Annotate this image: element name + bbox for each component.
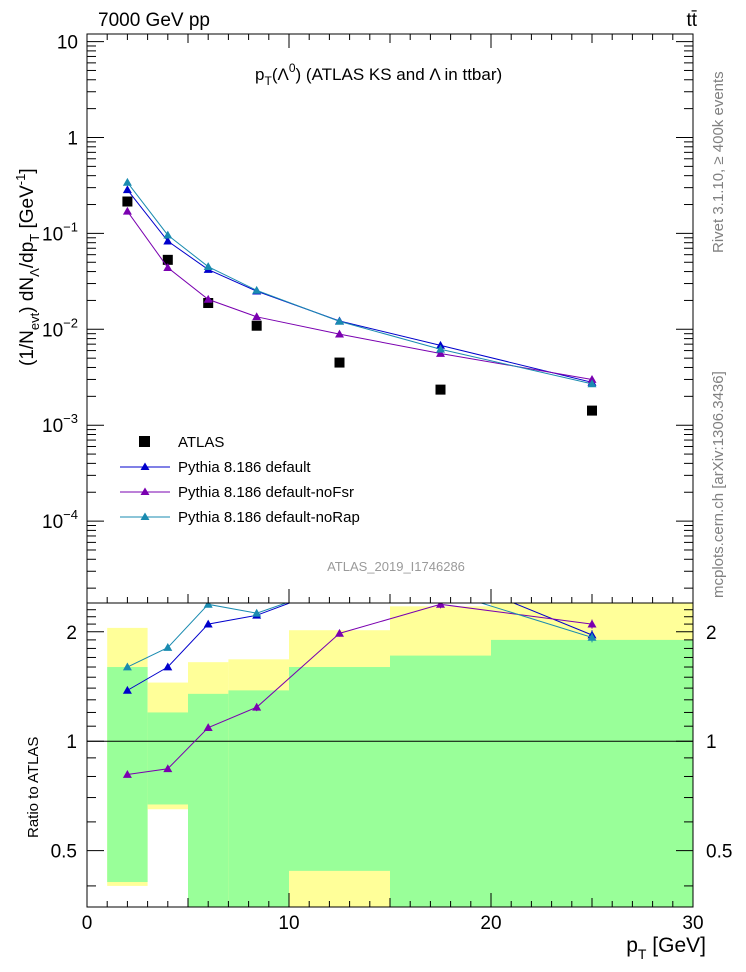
rivet-version-label: Rivet 3.1.10, ≥ 400k events (710, 71, 727, 253)
data-point-atlas-5 (435, 384, 446, 395)
data-point-atlas-0 (122, 196, 133, 207)
mc-point-noRap-4 (335, 316, 344, 325)
mc-point-noFsr-6 (587, 374, 597, 383)
ratio-point-noFsr-4 (335, 628, 344, 637)
main-y-tick-label: 10−3 (42, 411, 78, 437)
ratio-y-tick-label: 1 (66, 732, 77, 753)
ratio-point-noRap-2 (203, 603, 213, 608)
legend-marker-atlas (139, 436, 150, 447)
main-y-tick-label: 10−1 (42, 219, 78, 245)
mc-point-noRap-1 (163, 230, 173, 239)
ratio-uncertainty-bands (87, 603, 693, 907)
legend-label-default: Pythia 8.186 default (178, 459, 311, 476)
ratio-band-inner-5 (390, 655, 491, 907)
ratio-point-default-0 (122, 685, 132, 694)
mc-line-default (127, 189, 593, 383)
ratio-band-inner-4 (289, 667, 390, 871)
mc-point-noRap-0 (122, 177, 132, 186)
legend-label-atlas: ATLAS (178, 434, 224, 451)
main-y-axis-label: (1/Nevt) dNΛ/dpT [GeV-1] (13, 168, 42, 366)
analysis-watermark: ATLAS_2019_I1746286 (327, 559, 465, 574)
ratio-band-inner-3 (228, 690, 289, 907)
ratio-point-noFsr-3 (252, 702, 262, 711)
x-tick-label: 0 (82, 913, 93, 934)
ratio-point-noRap-1 (163, 643, 173, 651)
mc-point-noRap-5 (436, 344, 445, 353)
mc-point-noFsr-2 (203, 294, 213, 303)
data-point-atlas-3 (251, 320, 262, 331)
main-y-tick-label: 1 (67, 128, 78, 149)
ratio-point-noFsr-2 (203, 723, 213, 732)
x-tick-label: 20 (480, 913, 501, 934)
x-tick-label: 10 (278, 913, 299, 934)
energy-label: 7000 GeV pp (98, 10, 210, 31)
ratio-y-tick-label: 0.5 (51, 842, 77, 863)
ratio-y-tick-label-right: 0.5 (706, 842, 732, 863)
ratio-point-noFsr-0 (122, 770, 132, 778)
mc-point-noFsr-5 (436, 348, 445, 357)
mc-point-noFsr-0 (122, 206, 132, 215)
ratio-point-noRap-4 (335, 580, 344, 588)
data-point-atlas-6 (587, 405, 597, 416)
mc-point-noRap-2 (203, 262, 213, 271)
mc-point-default-0 (122, 185, 132, 194)
ratio-point-default-4 (335, 580, 344, 588)
mc-point-noFsr-3 (252, 312, 262, 321)
ratio-point-noRap-6 (587, 632, 597, 641)
ratio-y-axis-label: Ratio to ATLAS (25, 737, 42, 838)
plot-title: pT(Λ0) (ATLAS KS and Λ in ttbar) (255, 61, 502, 88)
legend-marker-nofsr (140, 487, 150, 495)
mc-point-default-1 (163, 236, 173, 245)
mc-line-noFsr (126, 211, 593, 380)
ratio-point-default-2 (203, 619, 213, 628)
mc-point-noRap-6 (587, 379, 597, 388)
x-axis-label: pT [GeV] (626, 934, 706, 962)
ratio-point-noRap-5 (436, 586, 445, 594)
ratio-point-default-1 (163, 662, 173, 671)
process-label: tt̄ (686, 10, 697, 31)
mc-line-noRap (127, 182, 593, 385)
legend: ATLAS Pythia 8.186 default Pythia 8.186 … (120, 434, 360, 526)
main-series (122, 177, 597, 416)
ratio-y-tick-label: 2 (66, 623, 77, 644)
mc-point-noFsr-4 (335, 329, 344, 338)
legend-marker-norap (140, 512, 150, 520)
ratio-point-noFsr-6 (587, 619, 597, 628)
legend-label-norap: Pythia 8.186 default-noRap (178, 509, 360, 526)
ratio-point-noFsr-5 (436, 603, 445, 608)
axes-ticks: 0 10 20 30 10 1 10−1 10−2 10−3 10−4 0.5 0.5 1 1 2 2 (42, 33, 732, 934)
ratio-band-inner-1 (147, 712, 188, 805)
ratio-point-noFsr-1 (163, 764, 173, 773)
main-y-tick-label: 10−4 (42, 507, 78, 533)
mcplots-label: mcplots.cern.ch [arXiv:1306.3436] (710, 371, 727, 598)
main-y-tick-label: 10 (57, 33, 78, 54)
ratio-point-noRap-3 (252, 608, 262, 617)
ratio-band-inner-6 (491, 639, 693, 907)
ratio-y-tick-label-right: 1 (706, 732, 717, 753)
mc-point-noRap-3 (252, 285, 262, 294)
data-point-atlas-2 (203, 298, 214, 309)
ratio-series (122, 580, 597, 778)
main-y-tick-label: 10−2 (42, 315, 78, 341)
ratio-y-tick-label-right: 2 (706, 623, 717, 644)
data-point-atlas-1 (162, 254, 173, 265)
legend-marker-default (140, 462, 150, 470)
ratio-point-noRap-0 (122, 662, 132, 671)
mc-point-noFsr-1 (163, 263, 173, 271)
data-point-atlas-4 (334, 357, 345, 368)
legend-label-nofsr: Pythia 8.186 default-noFsr (178, 484, 354, 501)
x-tick-label: 30 (682, 913, 703, 934)
